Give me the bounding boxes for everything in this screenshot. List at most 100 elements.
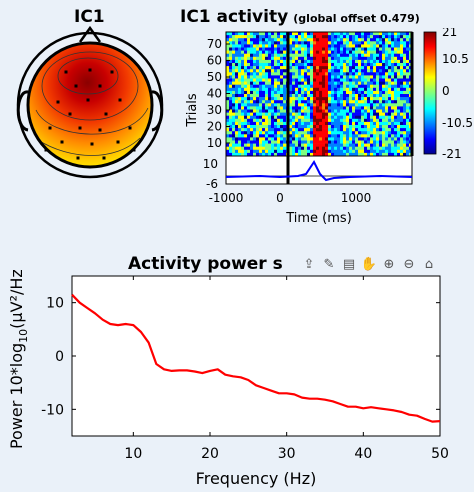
erp-image-cell (274, 35, 278, 39)
erp-image-cell (361, 103, 365, 107)
erp-image-cell (241, 128, 245, 132)
erp-image-cell (352, 149, 356, 154)
erp-image-cell (367, 32, 371, 36)
erp-image-cell (394, 149, 398, 154)
erp-image-cell (229, 94, 233, 98)
erp-image-cell (313, 66, 317, 70)
erp-image-cell (301, 100, 305, 104)
erp-image-cell (295, 128, 299, 132)
erp-image-cell (268, 143, 272, 147)
erp-image-cell (310, 100, 314, 104)
erp-image-cell (250, 84, 254, 89)
erp-image-cell (358, 131, 362, 135)
erp-image-cell (325, 72, 329, 76)
erp-image-cell (373, 115, 377, 120)
erp-image-cell (355, 47, 359, 51)
erp-image-cell (379, 75, 383, 79)
erp-image-cell (388, 66, 392, 70)
erp-image-cell (259, 38, 263, 42)
pan-icon[interactable]: ✋ (360, 257, 378, 272)
erp-image-cell (256, 134, 260, 138)
erp-image-cell (364, 35, 368, 39)
erp-image-cell (403, 63, 407, 67)
erp-image-cell (229, 38, 233, 42)
erp-image-cell (373, 100, 377, 104)
erp-image-cell (334, 47, 338, 51)
erp-image-cell (397, 103, 401, 107)
erp-image-cell (331, 140, 335, 144)
erp-image-cell (316, 100, 320, 104)
erp-image-cell (385, 63, 389, 67)
erp-image-cell (340, 149, 344, 154)
erp-image-cell (229, 146, 233, 151)
erp-image-cell (313, 106, 317, 110)
erp-image-cell (250, 35, 254, 39)
erp-image-cell (364, 131, 368, 135)
erp-image-cell (283, 118, 287, 123)
erp-image-cell (385, 149, 389, 154)
erp-image-cell (346, 72, 350, 76)
erp-image-cell (307, 32, 311, 36)
export-icon[interactable]: ⇪ (303, 257, 315, 272)
erp-image-cell (361, 41, 365, 45)
erp-image-cell (298, 134, 302, 138)
erp-image-cell (358, 87, 362, 92)
brush-icon[interactable]: ✎ (323, 257, 335, 272)
erp-image-cell (367, 152, 371, 157)
erp-image-cell (343, 121, 347, 126)
erp-image-cell (277, 106, 281, 110)
erp-image-cell (304, 47, 308, 51)
erp-image-cell (226, 63, 230, 67)
erp-image-cell (295, 131, 299, 135)
erp-image-cell (244, 131, 248, 135)
erp-image-cell (283, 137, 287, 141)
erp-image-cell (331, 137, 335, 141)
erp-image-cell (397, 97, 401, 101)
erp-image-cell (331, 143, 335, 147)
erp-image-cell (304, 125, 308, 129)
home-icon[interactable]: ⌂ (424, 257, 434, 272)
erp-image-cell (277, 137, 281, 141)
erp-image-cell (277, 81, 281, 85)
erp-image-cell (253, 90, 257, 95)
erp-image-cell (376, 84, 380, 89)
erp-image-cell (244, 84, 248, 89)
erp-image-cell (346, 59, 350, 64)
erp-image-cell (241, 106, 245, 110)
erp-image-cell (394, 81, 398, 85)
zoom-in-icon[interactable]: ⊕ (383, 257, 395, 272)
erp-image-cell (316, 97, 320, 101)
data-tips-icon[interactable]: ▤ (342, 257, 356, 272)
erp-image-cell (373, 90, 377, 95)
erp-image-cell (241, 81, 245, 85)
erp-image-cell (244, 140, 248, 144)
erp-image-cell (274, 109, 278, 113)
erp-image-cell (259, 66, 263, 70)
erp-image-cell (370, 115, 374, 120)
erp-image-cell (295, 66, 299, 70)
erp-image-cell (349, 106, 353, 110)
erp-image-cell (367, 109, 371, 113)
erp-image-cell (373, 87, 377, 92)
erp-image-cell (376, 152, 380, 157)
erp-image-cell (343, 84, 347, 89)
erp-image-cell (310, 41, 314, 45)
zoom-out-icon[interactable]: ⊖ (403, 257, 415, 272)
erp-image-cell (250, 47, 254, 51)
erp-image-cell (364, 56, 368, 61)
erp-image-cell (331, 84, 335, 89)
erp-image-cell (334, 50, 338, 54)
axes-toolbar[interactable]: ⇪ ✎ ▤ ✋ ⊕ ⊖ ⌂ (300, 256, 438, 276)
erp-image-cell (259, 131, 263, 135)
electrode-marker (76, 156, 80, 160)
erp-image-cell (262, 63, 266, 67)
erp-image-cell (307, 100, 311, 104)
erp-image-cell (268, 69, 272, 73)
activity-title-block: IC1 activity (global offset 0.479) (180, 7, 420, 27)
erp-image-cell (355, 97, 359, 101)
erp-image-cell (325, 128, 329, 132)
power-label: Power 10*log10(μV²/Hz) (7, 270, 30, 449)
erp-image-cell (376, 50, 380, 54)
erp-image-cell (388, 50, 392, 54)
erp-image-cell (388, 38, 392, 42)
